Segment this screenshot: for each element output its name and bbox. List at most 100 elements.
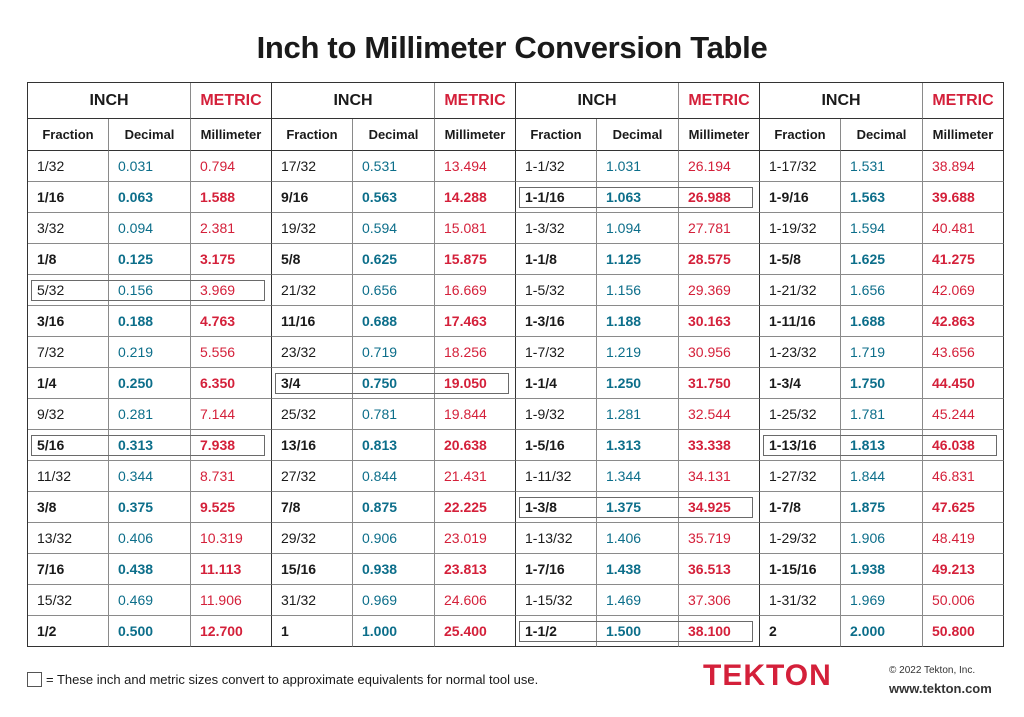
- decimal-cell: 1.750: [841, 368, 923, 399]
- decimal-cell: 0.563: [353, 182, 435, 213]
- fraction-cell: 7/16: [28, 554, 109, 585]
- millimeter-cell: 20.638: [435, 430, 516, 461]
- fraction-cell: 3/4: [272, 368, 353, 399]
- fraction-cell: 1-19/32: [760, 213, 841, 244]
- legend-box-icon: [27, 672, 42, 687]
- decimal-cell: 1.219: [597, 337, 679, 368]
- millimeter-cell: 35.719: [679, 523, 760, 554]
- decimal-cell: 0.750: [353, 368, 435, 399]
- millimeter-cell: 30.163: [679, 306, 760, 337]
- fraction-cell: 1-3/32: [516, 213, 597, 244]
- legend-text: = These inch and metric sizes convert to…: [46, 672, 539, 687]
- decimal-cell: 1.281: [597, 399, 679, 430]
- fraction-cell: 13/16: [272, 430, 353, 461]
- millimeter-cell: 8.731: [191, 461, 272, 492]
- fraction-cell: 1-5/16: [516, 430, 597, 461]
- decimal-cell: 1.656: [841, 275, 923, 306]
- fraction-header: Fraction: [272, 119, 353, 151]
- decimal-cell: 1.313: [597, 430, 679, 461]
- millimeter-header: Millimeter: [435, 119, 516, 151]
- millimeter-header: Millimeter: [923, 119, 1004, 151]
- millimeter-cell: 17.463: [435, 306, 516, 337]
- fraction-cell: 1-5/32: [516, 275, 597, 306]
- decimal-cell: 1.063: [597, 182, 679, 213]
- millimeter-cell: 34.925: [679, 492, 760, 523]
- fraction-cell: 13/32: [28, 523, 109, 554]
- decimal-cell: 1.344: [597, 461, 679, 492]
- fraction-cell: 5/32: [28, 275, 109, 306]
- fraction-cell: 9/16: [272, 182, 353, 213]
- millimeter-cell: 50.006: [923, 585, 1004, 616]
- millimeter-cell: 41.275: [923, 244, 1004, 275]
- decimal-cell: 0.063: [109, 182, 191, 213]
- decimal-cell: 1.844: [841, 461, 923, 492]
- fraction-cell: 1/32: [28, 151, 109, 182]
- tekton-logo: TEKTON: [703, 659, 832, 692]
- fraction-cell: 9/32: [28, 399, 109, 430]
- decimal-header: Decimal: [597, 119, 679, 151]
- fraction-cell: 15/32: [28, 585, 109, 616]
- fraction-cell: 1-31/32: [760, 585, 841, 616]
- millimeter-cell: 7.938: [191, 430, 272, 461]
- decimal-cell: 1.594: [841, 213, 923, 244]
- metric-header: METRIC: [923, 83, 1004, 119]
- fraction-cell: 1-15/32: [516, 585, 597, 616]
- millimeter-cell: 47.625: [923, 492, 1004, 523]
- millimeter-cell: 3.175: [191, 244, 272, 275]
- millimeter-cell: 44.450: [923, 368, 1004, 399]
- millimeter-cell: 14.288: [435, 182, 516, 213]
- millimeter-cell: 28.575: [679, 244, 760, 275]
- decimal-cell: 2.000: [841, 616, 923, 647]
- millimeter-cell: 15.875: [435, 244, 516, 275]
- millimeter-cell: 48.419: [923, 523, 1004, 554]
- decimal-cell: 1.500: [597, 616, 679, 647]
- millimeter-header: Millimeter: [679, 119, 760, 151]
- fraction-cell: 1-17/32: [760, 151, 841, 182]
- decimal-cell: 1.156: [597, 275, 679, 306]
- website-url: www.tekton.com: [889, 681, 992, 696]
- fraction-cell: 19/32: [272, 213, 353, 244]
- fraction-cell: 11/32: [28, 461, 109, 492]
- millimeter-cell: 46.831: [923, 461, 1004, 492]
- decimal-cell: 1.094: [597, 213, 679, 244]
- decimal-cell: 0.438: [109, 554, 191, 585]
- fraction-cell: 1-21/32: [760, 275, 841, 306]
- inch-header: INCH: [516, 83, 679, 119]
- decimal-header: Decimal: [841, 119, 923, 151]
- fraction-cell: 2: [760, 616, 841, 647]
- decimal-cell: 1.031: [597, 151, 679, 182]
- fraction-cell: 1-29/32: [760, 523, 841, 554]
- decimal-cell: 0.125: [109, 244, 191, 275]
- conversion-table: INCH METRIC INCH METRIC INCH METRIC INCH METRIC…: [27, 82, 1004, 647]
- decimal-cell: 1.906: [841, 523, 923, 554]
- decimal-cell: 1.469: [597, 585, 679, 616]
- decimal-cell: 0.531: [353, 151, 435, 182]
- fraction-cell: 1/2: [28, 616, 109, 647]
- fraction-cell: 1-1/4: [516, 368, 597, 399]
- millimeter-cell: 36.513: [679, 554, 760, 585]
- fraction-cell: 3/32: [28, 213, 109, 244]
- decimal-header: Decimal: [109, 119, 191, 151]
- millimeter-cell: 7.144: [191, 399, 272, 430]
- decimal-cell: 0.656: [353, 275, 435, 306]
- fraction-cell: 3/16: [28, 306, 109, 337]
- fraction-header: Fraction: [516, 119, 597, 151]
- decimal-cell: 0.031: [109, 151, 191, 182]
- decimal-cell: 0.469: [109, 585, 191, 616]
- millimeter-cell: 6.350: [191, 368, 272, 399]
- decimal-cell: 0.313: [109, 430, 191, 461]
- millimeter-cell: 27.781: [679, 213, 760, 244]
- fraction-cell: 11/16: [272, 306, 353, 337]
- millimeter-cell: 9.525: [191, 492, 272, 523]
- millimeter-cell: 45.244: [923, 399, 1004, 430]
- fraction-cell: 1-27/32: [760, 461, 841, 492]
- fraction-header: Fraction: [760, 119, 841, 151]
- decimal-cell: 1.625: [841, 244, 923, 275]
- decimal-cell: 0.719: [353, 337, 435, 368]
- millimeter-cell: 40.481: [923, 213, 1004, 244]
- millimeter-cell: 50.800: [923, 616, 1004, 647]
- millimeter-cell: 24.606: [435, 585, 516, 616]
- fraction-cell: 17/32: [272, 151, 353, 182]
- millimeter-cell: 26.988: [679, 182, 760, 213]
- fraction-cell: 1-9/32: [516, 399, 597, 430]
